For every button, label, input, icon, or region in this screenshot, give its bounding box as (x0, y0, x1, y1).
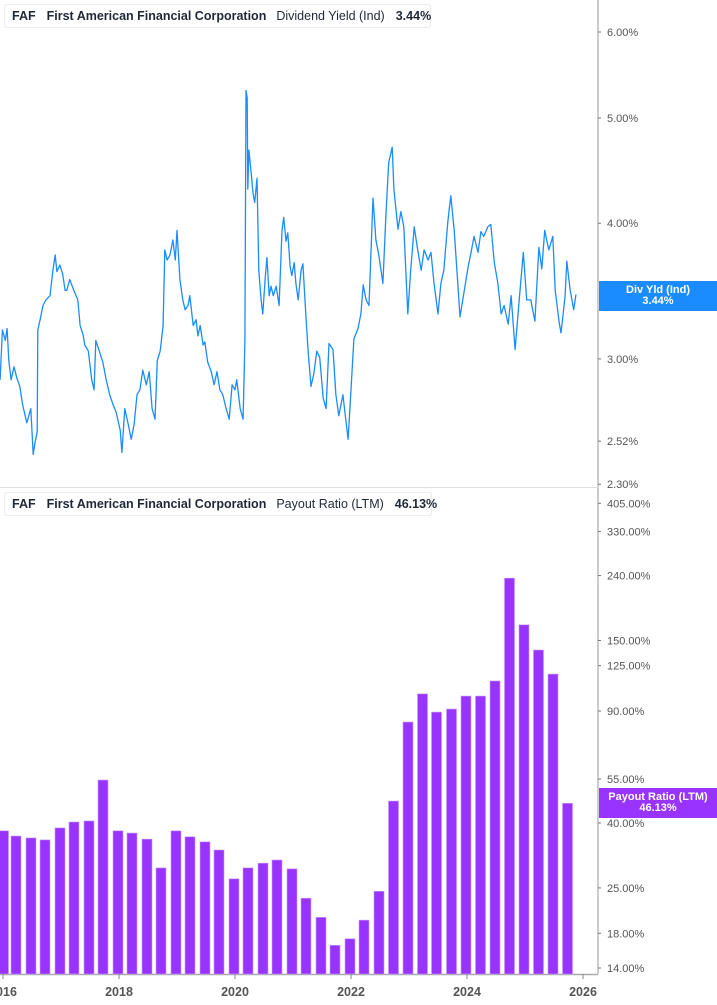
dividend-yield-last-value-badge: Div Yld (Ind) 3.44% (599, 281, 717, 311)
legend-metric: Dividend Yield (Ind) (276, 9, 385, 23)
x-tick-label: 2016 (0, 985, 17, 999)
legend-company: First American Financial Corporation (46, 497, 267, 511)
dividend-yield-chart: 6.00% 5.00% 4.00% 3.00% 2.52% 2.30% (0, 0, 638, 490)
y-tick-label: 405.00% (607, 498, 651, 510)
badge-value: 3.44% (642, 295, 674, 307)
payout-bar[interactable] (315, 917, 327, 975)
payout-bar[interactable] (344, 938, 356, 975)
legend-value: 3.44% (395, 9, 432, 23)
x-tick-label: 2026 (569, 985, 597, 999)
x-tick-label: 2024 (453, 985, 481, 999)
payout-bar[interactable] (39, 839, 51, 975)
payout-bar[interactable] (286, 868, 298, 975)
badge-label: Div Yld (Ind) (626, 284, 690, 296)
payout-bar[interactable] (431, 711, 442, 975)
y-tick-label: 125.00% (607, 661, 651, 673)
payout-bar[interactable] (475, 695, 486, 975)
y-tick-label: 18.00% (607, 928, 645, 940)
payout-bar[interactable] (300, 897, 312, 975)
y-tick-label: 240.00% (607, 571, 651, 583)
y-tick-label: 6.00% (607, 27, 638, 39)
y-tick-label: 90.00% (607, 706, 645, 718)
legend-ticker: FAF (12, 9, 36, 23)
legend-company: First American Financial Corporation (46, 9, 267, 23)
x-tick-label: 2022 (337, 985, 365, 999)
y-tick-label: 3.00% (607, 354, 638, 366)
payout-ratio-last-value-badge: Payout Ratio (LTM) 46.13% (599, 788, 717, 818)
y-tick-label: 330.00% (607, 527, 651, 539)
payout-bar[interactable] (25, 837, 37, 975)
dividend-yield-legend[interactable]: FAF First American Financial Corporation… (4, 4, 431, 28)
payout-bar[interactable] (228, 878, 240, 975)
payout-bar[interactable] (417, 693, 428, 975)
payout-bar[interactable] (547, 673, 559, 975)
payout-bar[interactable] (373, 890, 385, 975)
payout-bar[interactable] (402, 721, 414, 975)
legend-metric: Payout Ratio (LTM) (276, 497, 384, 511)
payout-bar[interactable] (358, 919, 370, 975)
y-tick-label: 5.00% (607, 113, 638, 125)
payout-bar[interactable] (504, 577, 515, 975)
payout-bar[interactable] (271, 859, 283, 975)
y-tick-label: 2.52% (607, 436, 638, 448)
y-tick-label: 55.00% (607, 774, 645, 786)
y-tick-label: 25.00% (607, 883, 645, 895)
payout-bar[interactable] (329, 945, 341, 975)
payout-bar[interactable] (97, 779, 109, 975)
payout-bar[interactable] (213, 849, 225, 975)
y-tick-label: 150.00% (607, 635, 651, 647)
payout-bar[interactable] (170, 830, 182, 975)
payout-bar[interactable] (518, 624, 530, 975)
payout-bar[interactable] (10, 835, 22, 975)
payout-bar[interactable] (112, 830, 124, 975)
payout-bar[interactable] (446, 708, 457, 975)
dividend-yield-panel: 6.00% 5.00% 4.00% 3.00% 2.52% 2.30% FAF First… (0, 0, 717, 490)
dividend-yield-line (0, 89, 577, 456)
x-tick-label: 2020 (221, 985, 249, 999)
x-tick-label: 2018 (105, 985, 133, 999)
y-tick-label: 40.00% (607, 818, 645, 830)
payout-ratio-legend[interactable]: FAF First American Financial Corporation… (4, 492, 437, 516)
payout-bar[interactable] (83, 820, 95, 975)
payout-bar[interactable] (460, 695, 472, 975)
payout-bar[interactable] (155, 867, 167, 975)
y-tick-label: 14.00% (607, 963, 645, 975)
payout-bar[interactable] (54, 827, 66, 975)
payout-bar[interactable] (199, 841, 211, 975)
payout-bar[interactable] (388, 800, 399, 975)
legend-ticker: FAF (12, 497, 36, 511)
badge-value: 46.13% (639, 802, 677, 814)
payout-bar[interactable] (533, 649, 544, 975)
payout-bar[interactable] (257, 862, 269, 975)
payout-bar[interactable] (242, 867, 254, 975)
payout-bar[interactable] (141, 838, 153, 975)
payout-bar[interactable] (68, 821, 80, 975)
y-tick-label: 2.30% (607, 479, 638, 490)
payout-bar[interactable] (489, 680, 501, 975)
payout-bar[interactable] (562, 803, 573, 975)
payout-bar[interactable] (184, 836, 196, 975)
payout-bar[interactable] (0, 830, 9, 975)
payout-bar[interactable] (126, 832, 138, 975)
badge-label: Payout Ratio (LTM) (608, 791, 708, 803)
y-tick-label: 4.00% (607, 218, 638, 230)
legend-value: 46.13% (394, 497, 438, 511)
